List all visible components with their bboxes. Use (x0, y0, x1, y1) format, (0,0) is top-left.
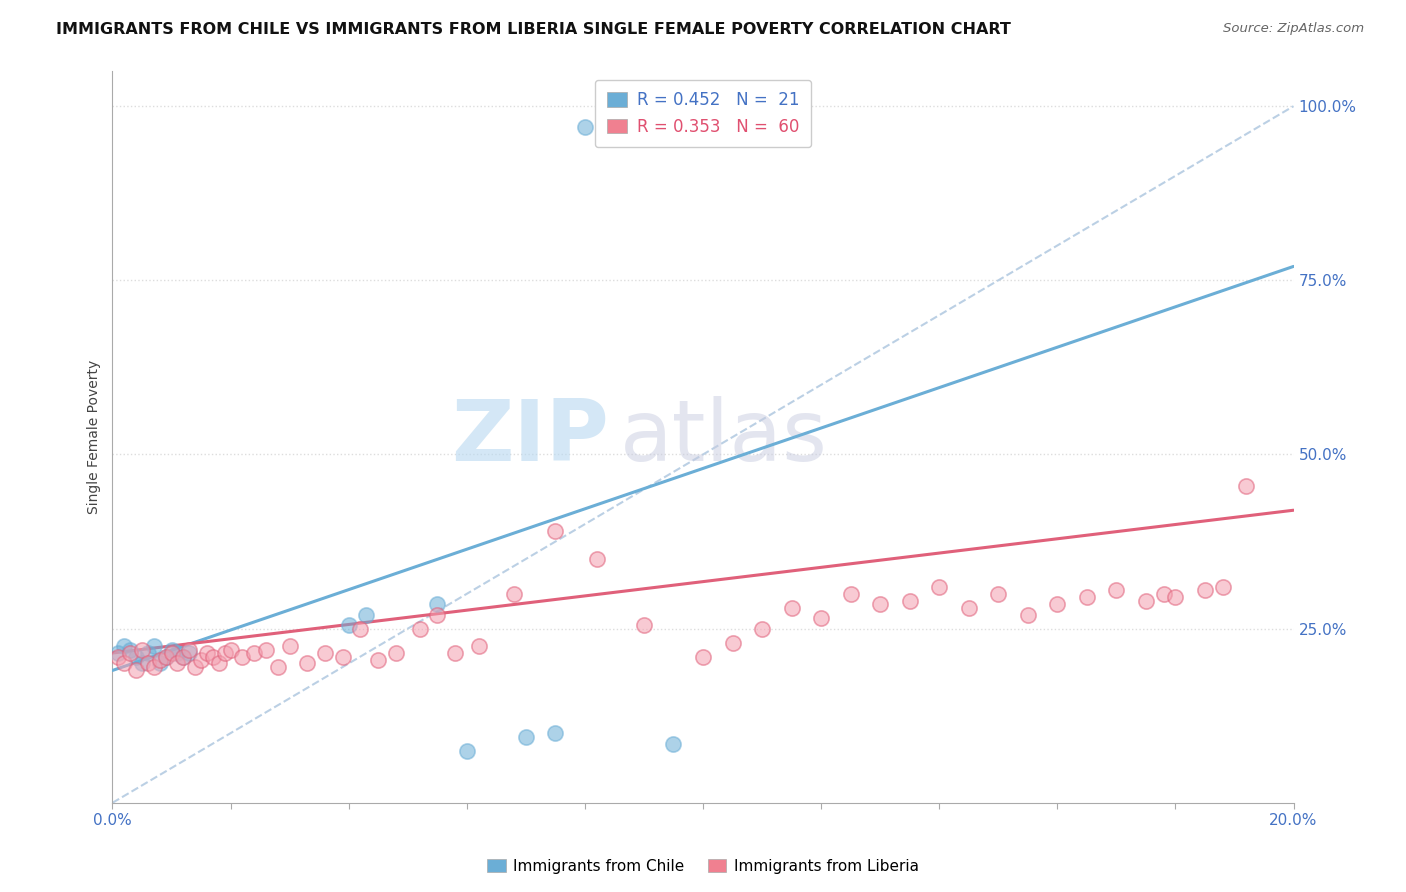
Point (112, 657, 135, 671)
Point (810, 611, 832, 625)
Point (692, 649, 714, 664)
Point (1194, 583, 1216, 598)
Point (142, 660, 165, 674)
Point (898, 594, 921, 608)
Point (662, 737, 685, 751)
Point (131, 642, 153, 657)
Text: IMMIGRANTS FROM CHILE VS IMMIGRANTS FROM LIBERIA SINGLE FEMALE POVERTY CORRELATI: IMMIGRANTS FROM CHILE VS IMMIGRANTS FROM… (56, 22, 1011, 37)
Text: Source: ZipAtlas.com: Source: ZipAtlas.com (1223, 22, 1364, 36)
Point (367, 653, 389, 667)
Point (120, 646, 142, 660)
Point (214, 646, 236, 660)
Point (928, 580, 950, 594)
Point (172, 649, 194, 664)
Point (254, 642, 277, 657)
Point (243, 646, 266, 660)
Legend: Immigrants from Chile, Immigrants from Liberia: Immigrants from Chile, Immigrants from L… (481, 853, 925, 880)
Point (136, 646, 159, 660)
Text: atlas: atlas (620, 395, 828, 479)
Point (1135, 594, 1157, 608)
Point (356, 607, 378, 622)
Point (201, 649, 224, 664)
Point (155, 649, 177, 664)
Point (208, 657, 231, 671)
Point (385, 646, 408, 660)
Point (1017, 607, 1039, 622)
Point (125, 664, 148, 678)
Point (231, 649, 253, 664)
Point (408, 622, 430, 636)
Point (142, 639, 165, 653)
Point (149, 657, 172, 671)
Point (1105, 583, 1128, 598)
Point (190, 653, 212, 667)
Point (219, 642, 242, 657)
Point (155, 649, 177, 664)
Point (166, 657, 188, 671)
Point (149, 653, 172, 667)
Point (426, 607, 449, 622)
Point (1234, 479, 1257, 493)
Point (107, 649, 129, 664)
Point (136, 657, 159, 671)
Point (107, 646, 129, 660)
Point (297, 657, 319, 671)
Point (957, 600, 980, 615)
Point (166, 646, 188, 660)
Point (1076, 591, 1098, 605)
Point (131, 657, 153, 671)
Point (869, 597, 891, 611)
Point (426, 597, 449, 611)
Point (112, 639, 135, 653)
Point (987, 587, 1010, 601)
Point (633, 618, 655, 632)
Point (456, 743, 478, 757)
Point (120, 642, 142, 657)
Point (503, 587, 526, 601)
Point (278, 639, 301, 653)
Y-axis label: Single Female Poverty: Single Female Poverty (87, 360, 101, 514)
Point (1164, 591, 1187, 605)
Point (515, 730, 537, 744)
Point (751, 622, 773, 636)
Point (267, 660, 290, 674)
Point (125, 649, 148, 664)
Point (184, 660, 207, 674)
Point (160, 646, 183, 660)
Point (349, 622, 371, 636)
Point (721, 635, 744, 649)
Point (444, 646, 467, 660)
Point (195, 646, 218, 660)
Point (1046, 597, 1069, 611)
Point (467, 639, 489, 653)
Point (839, 587, 862, 601)
Point (574, 120, 596, 134)
Point (544, 726, 567, 740)
Point (585, 552, 607, 566)
Point (780, 600, 803, 615)
Point (172, 649, 194, 664)
Point (160, 642, 183, 657)
Point (179, 646, 201, 660)
Point (337, 618, 360, 632)
Legend: R = 0.452   N =  21, R = 0.353   N =  60: R = 0.452 N = 21, R = 0.353 N = 60 (595, 79, 811, 147)
Point (179, 642, 201, 657)
Point (314, 646, 336, 660)
Point (1212, 580, 1234, 594)
Point (332, 649, 354, 664)
Text: ZIP: ZIP (451, 395, 609, 479)
Point (544, 524, 567, 538)
Point (1153, 587, 1175, 601)
